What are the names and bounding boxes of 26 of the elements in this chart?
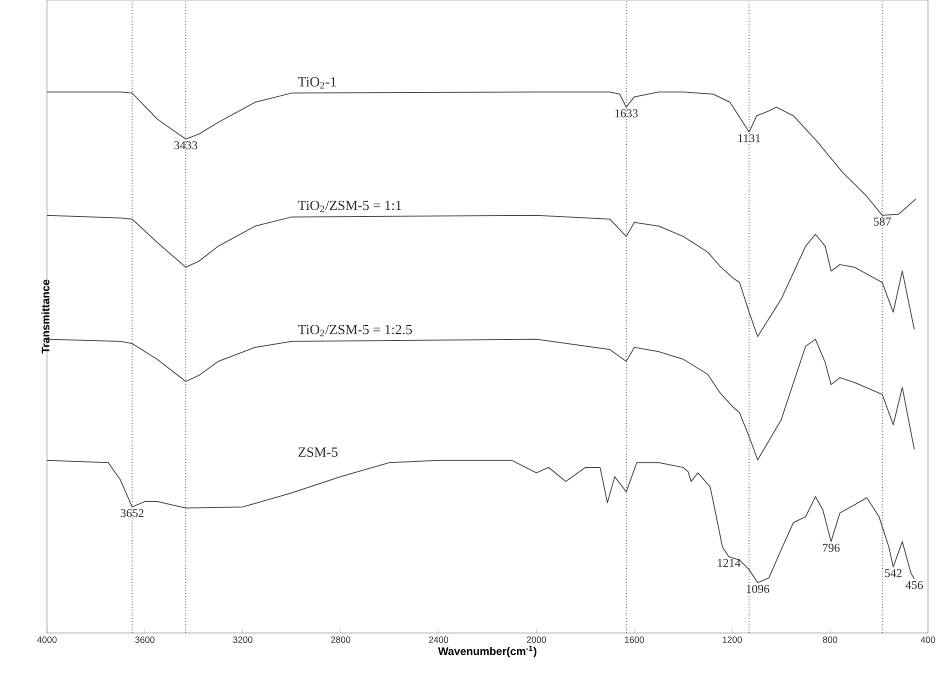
x-tick-label: 800: [823, 636, 838, 643]
x-axis-title: Wavenumber(cm$^{-1}$): [438, 646, 536, 658]
annotation: 587: [874, 218, 891, 226]
x-tick-label: 2000: [526, 636, 546, 643]
series-label: TiO$_{2}$/ZSM-5 = 1:2.5: [298, 324, 412, 336]
x-tick-label: 1600: [625, 636, 644, 643]
series-label: TiO$_{2}$-1: [298, 77, 336, 89]
annotation: 1131: [738, 134, 760, 142]
series-label: ZSM-5: [298, 447, 338, 457]
annotation: 1633: [615, 109, 638, 118]
y-axis-title: Transmittance: [41, 280, 50, 354]
x-tick-label: 3600: [135, 636, 154, 643]
x-tick-label: 1200: [722, 636, 742, 643]
annotation: 796: [822, 544, 840, 552]
x-tick-label: 4000: [37, 636, 57, 643]
x-tick-label: 2800: [331, 636, 350, 643]
x-tick-label: 3200: [233, 636, 252, 643]
annotation: 3433: [174, 141, 198, 150]
series-label: TiO$_{2}$/ZSM-5 = 1:1: [298, 200, 402, 212]
x-tick-label: 400: [920, 636, 936, 643]
annotation: 456: [906, 581, 923, 590]
annotation: 3652: [120, 509, 144, 518]
annotation: 1214: [718, 558, 741, 567]
annotation: 1096: [746, 584, 770, 593]
x-tick-label: 2400: [429, 636, 448, 643]
annotation: 542: [884, 569, 902, 578]
